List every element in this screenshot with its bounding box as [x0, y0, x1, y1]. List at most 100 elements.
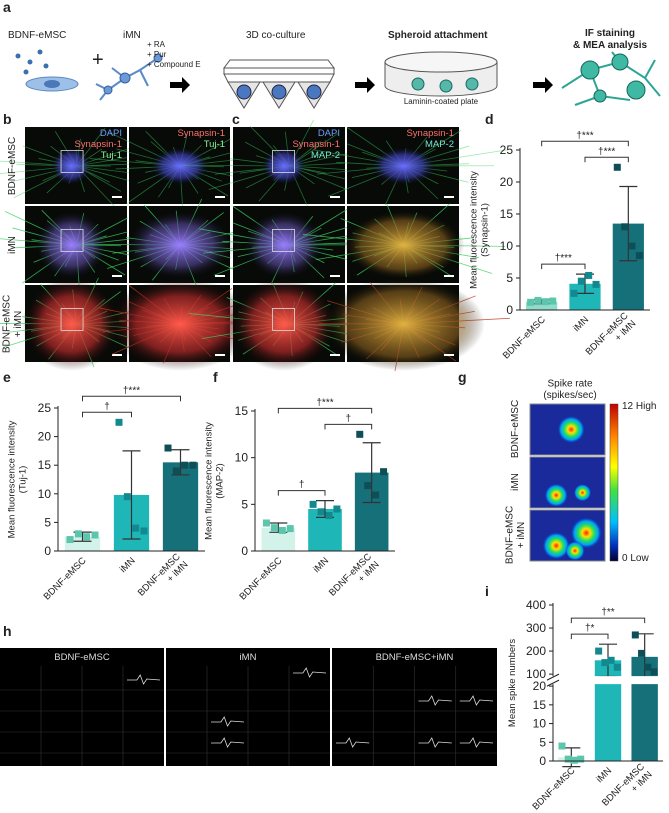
mea-title: iMN	[240, 652, 257, 663]
y-tick-label: 15	[533, 698, 547, 712]
panel-label: c	[232, 111, 240, 127]
plate-label: Laminin-coated plate	[404, 97, 479, 106]
data-point	[325, 512, 333, 520]
heatmap	[529, 509, 606, 562]
micrograph	[98, 277, 275, 371]
y-axis-title: Mean fluorescence intensity(Synapsin-1)	[469, 171, 491, 289]
y-tick-label: 5	[539, 735, 546, 749]
data-point	[91, 531, 99, 539]
nucleus-cluster	[229, 277, 339, 371]
y-axis-title: Mean fluorescence intensity(Tuj-1)	[7, 420, 29, 538]
spike-trace	[459, 695, 494, 706]
data-point	[628, 242, 636, 250]
significance-bracket	[277, 407, 373, 414]
y-tick-label: 300	[526, 621, 546, 635]
stain-label: Synapsin-1	[74, 139, 122, 150]
significance-label: †**	[601, 607, 614, 618]
data-point	[278, 526, 286, 534]
x-tick-label: BDNF-eMSC	[530, 765, 577, 812]
significance-bracket	[324, 423, 373, 430]
error-bar	[619, 185, 638, 262]
y-tick-label: 10	[533, 717, 547, 731]
data-point	[650, 668, 658, 676]
spike-trace	[211, 737, 245, 748]
stain-label: Tuj-1	[101, 150, 122, 161]
axis-break	[547, 676, 665, 685]
data-point	[333, 505, 341, 513]
bar	[64, 536, 101, 551]
nucleus-cluster	[261, 146, 307, 186]
x-tick-label: BDNF-eMSC+ iMN	[584, 310, 639, 365]
y-tick-label: 10	[235, 451, 249, 465]
heat-spot	[573, 483, 592, 502]
significance-label: †***	[123, 385, 140, 396]
bar	[526, 301, 558, 310]
row-label: BDNF-eMSC+ iMN	[1, 295, 24, 353]
break-mark	[546, 679, 560, 687]
scale-high: 12 High	[622, 401, 656, 412]
data-point	[66, 536, 74, 544]
inset-box	[60, 307, 84, 331]
inset-box	[272, 149, 295, 173]
data-point	[534, 296, 542, 304]
inset-box	[60, 228, 84, 252]
inset-box	[272, 228, 295, 252]
x-tick-label: iMN	[118, 555, 138, 575]
x-tick-label: BDNF-eMSC	[42, 555, 89, 602]
panel-label: e	[3, 369, 11, 385]
y-tick-label: 15	[235, 404, 249, 418]
significance-label: †***	[598, 146, 615, 157]
nucleus-cluster	[149, 146, 211, 186]
stain-label: Tuj-1	[204, 139, 225, 150]
data-point	[83, 533, 91, 541]
y-tick-label: 15	[38, 458, 52, 472]
data-point	[115, 418, 123, 426]
panel-label: b	[3, 111, 12, 127]
significance-label: †	[299, 480, 305, 491]
heatmap-title: Spike rate (spikes/sec)	[543, 378, 596, 401]
micrograph	[0, 127, 157, 209]
plus: +	[92, 49, 104, 71]
data-point	[613, 663, 621, 671]
treatment: + Pur	[147, 50, 167, 59]
nucleus-cluster	[369, 146, 438, 186]
x-tick-label: BDNF-eMSC+ iMN	[327, 551, 382, 606]
data-point	[635, 252, 643, 260]
significance-bracket	[82, 395, 181, 402]
data-point	[527, 298, 535, 306]
stain-label: DAPI	[318, 128, 340, 139]
y-tick-label: 5	[241, 497, 248, 511]
nucleus-cluster	[50, 146, 92, 186]
color-scale	[609, 403, 619, 562]
heat-spot	[570, 516, 603, 549]
panel-label: h	[3, 623, 12, 639]
data-point	[317, 508, 325, 516]
data-point	[558, 742, 566, 750]
bar-chart: Mean fluorescence intensity(MAP-2) 0 5 10 15…	[204, 397, 395, 606]
micrograph	[188, 277, 392, 371]
data-point	[644, 663, 652, 671]
x-tick-label: BDNF-eMSC+ iMN	[136, 551, 191, 606]
cell-label: iMN	[123, 30, 141, 41]
y-tick-label: 0	[241, 544, 248, 558]
data-point	[585, 271, 593, 279]
data-point	[638, 649, 646, 657]
step-label: 3D co-culture	[246, 30, 306, 41]
inset-box	[272, 307, 295, 331]
panel-label: i	[485, 583, 489, 599]
heatmap-bg	[529, 456, 606, 509]
significance-label: †	[346, 413, 352, 424]
mea-panel	[166, 648, 330, 766]
mea-panel	[332, 648, 497, 766]
row-label: BDNF-eMSC	[7, 137, 18, 195]
significance-label: †***	[555, 253, 572, 264]
spike-trace	[293, 667, 327, 678]
panel-label: d	[485, 111, 494, 127]
y-tick-label: 20	[533, 679, 547, 693]
heat-spot	[544, 483, 569, 508]
y-tick-label: 5	[44, 515, 51, 529]
significance-bracket	[541, 140, 629, 147]
data-point	[123, 493, 131, 501]
